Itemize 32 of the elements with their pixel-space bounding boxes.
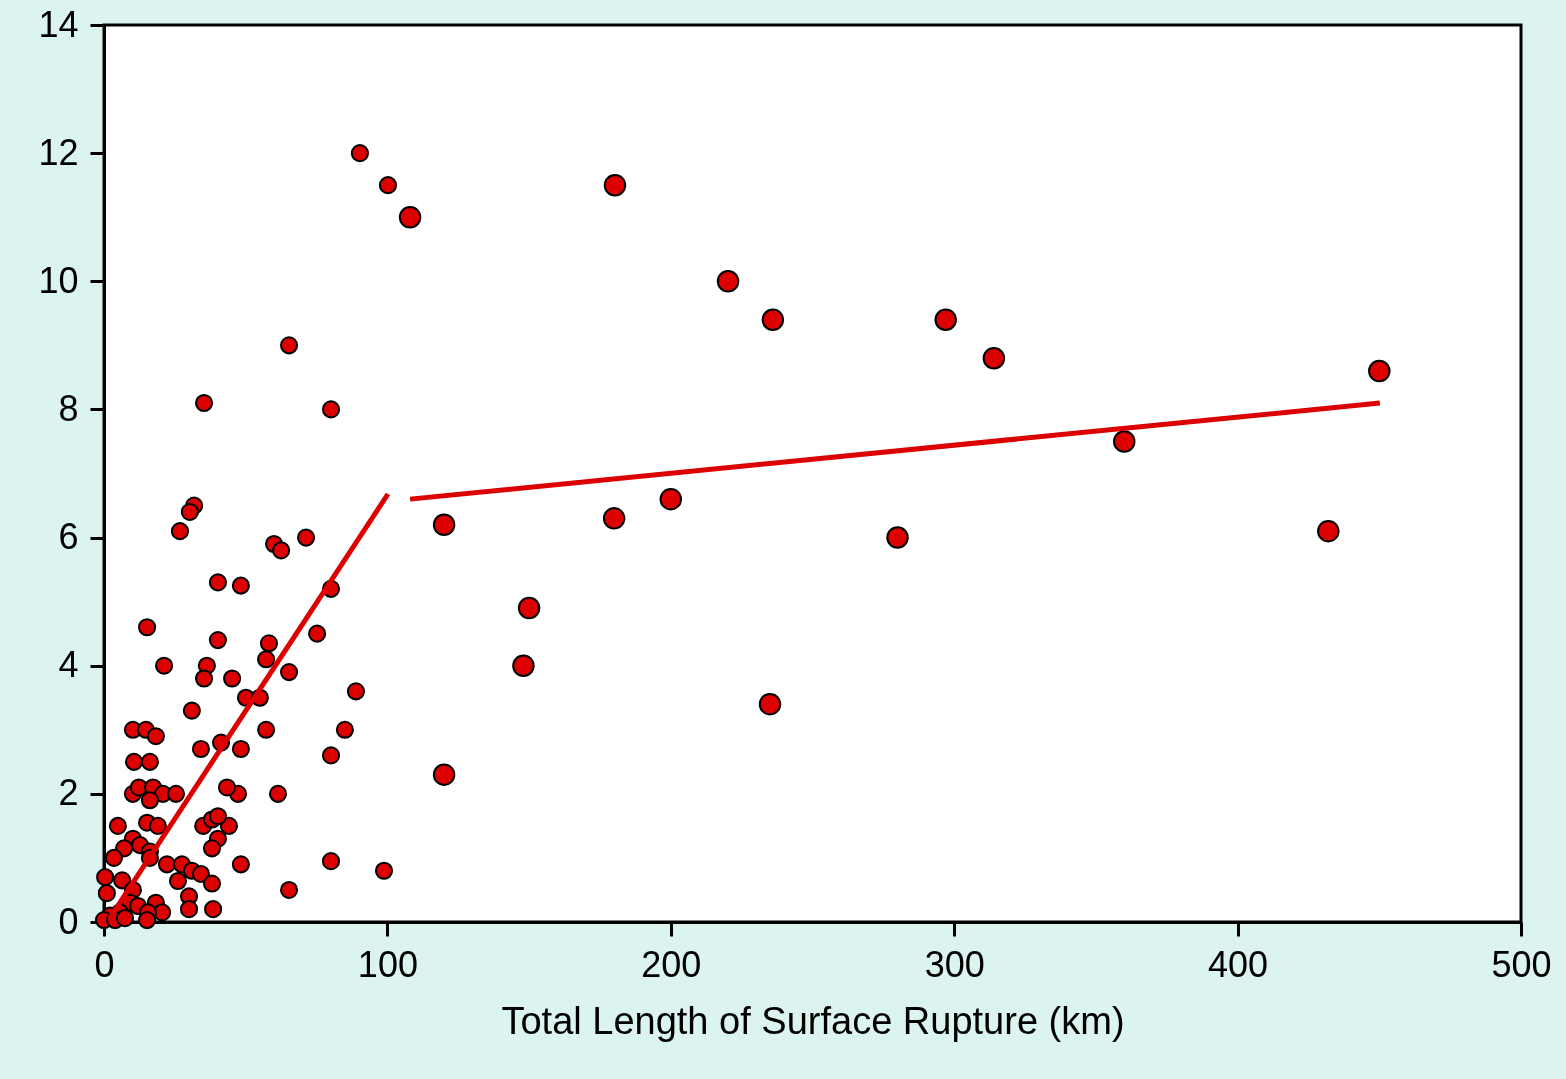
point	[659, 487, 683, 511]
x-tick-label: 0	[94, 943, 115, 985]
point	[517, 596, 541, 620]
point	[1368, 359, 1391, 383]
point	[398, 205, 422, 229]
x-tick-label: 300	[924, 943, 985, 985]
point	[512, 654, 535, 677]
point	[432, 763, 456, 786]
y-tick-label: 2	[58, 772, 79, 814]
point	[886, 526, 909, 549]
point	[716, 270, 740, 293]
point	[758, 692, 782, 716]
x-tick-label: 100	[357, 943, 418, 985]
x-tick-label: 200	[641, 943, 702, 985]
y-tick-label: 10	[38, 259, 79, 301]
y-tick-label: 4	[58, 644, 79, 686]
x-tick-label: 500	[1491, 943, 1552, 985]
x-axis-title: Total Length of Surface Rupture (km)	[501, 999, 1125, 1042]
y-tick-label: 6	[58, 516, 79, 558]
point	[934, 308, 957, 331]
y-tick-label: 8	[58, 387, 79, 429]
point	[1317, 519, 1340, 543]
x-tick-label: 400	[1208, 943, 1269, 985]
point	[603, 173, 627, 197]
point	[761, 308, 785, 331]
y-tick-label: 12	[38, 131, 79, 173]
point	[1112, 430, 1136, 453]
point	[982, 346, 1006, 370]
y-tick-label: 0	[58, 900, 79, 942]
y-tick-label: 14	[38, 3, 79, 45]
point	[432, 513, 456, 536]
point	[602, 507, 626, 530]
